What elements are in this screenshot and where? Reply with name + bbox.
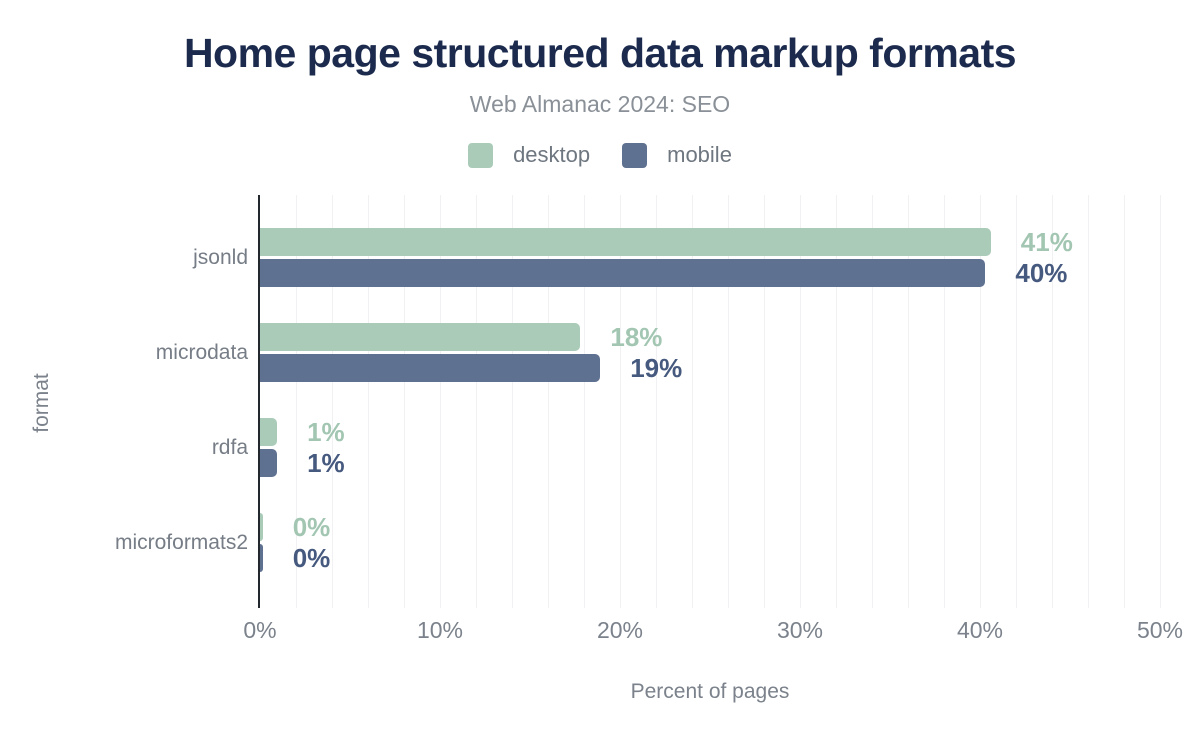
x-axis-label: Percent of pages	[630, 680, 790, 703]
gridline-34pct	[872, 195, 873, 608]
bar-mobile-jsonld	[260, 259, 986, 287]
gridline-26pct	[728, 195, 729, 608]
gridline-38pct	[944, 195, 945, 608]
x-tick-30%: 30%	[776, 617, 824, 643]
y-category-labels: jsonld microdata rdfa microformats2	[0, 195, 248, 608]
gridline-44pct	[1052, 195, 1053, 608]
gridline-36pct	[908, 195, 909, 608]
x-tick-10%: 10%	[416, 617, 464, 643]
legend-label-mobile: mobile	[667, 142, 732, 167]
x-tick-50%: 50%	[1136, 617, 1184, 643]
chart-title: Home page structured data markup formats	[183, 30, 1017, 76]
x-tick-0%: 0%	[243, 617, 277, 643]
value-label-mobile-jsonld: 40%	[1015, 258, 1068, 288]
category-label-jsonld: jsonld	[193, 246, 248, 269]
plot-area: 41% 40% 18% 19% 1% 1% 0% 0%	[260, 195, 1161, 608]
legend-item-mobile: mobile	[622, 142, 732, 168]
gridline-24pct	[692, 195, 693, 608]
gridline-50pct	[1160, 195, 1161, 608]
value-label-mobile-rdfa: 1%	[307, 448, 345, 478]
legend: desktop mobile	[0, 142, 1200, 168]
x-tick-20%: 20%	[596, 617, 644, 643]
value-label-desktop-microformats2: 0%	[292, 512, 331, 542]
bar-desktop-jsonld	[260, 228, 991, 256]
bar-mobile-microdata	[260, 354, 601, 382]
gridline-40pct	[980, 195, 981, 608]
legend-item-desktop: desktop	[468, 142, 590, 168]
value-label-desktop-rdfa: 1%	[307, 417, 345, 447]
category-label-rdfa: rdfa	[211, 436, 248, 459]
y-axis-label: format	[30, 373, 53, 433]
gridline-2pct	[296, 195, 297, 608]
gridline-18pct	[584, 195, 585, 608]
gridline-30pct	[800, 195, 801, 608]
legend-swatch-mobile	[622, 142, 648, 168]
gridline-14pct	[512, 195, 513, 608]
x-tick-40%: 40%	[956, 617, 1004, 643]
gridline-48pct	[1124, 195, 1125, 608]
gridline-46pct	[1088, 195, 1089, 608]
gridline-4pct	[332, 195, 333, 608]
gridline-22pct	[656, 195, 657, 608]
legend-swatch-desktop	[468, 142, 494, 168]
x-axis-ticks: 0% 10% 20% 30% 40% 50%	[0, 617, 1200, 647]
gridline-8pct	[404, 195, 405, 608]
gridline-20pct	[620, 195, 621, 608]
bar-desktop-rdfa	[260, 418, 278, 446]
value-label-desktop-microdata: 18%	[610, 322, 663, 352]
gridline-42pct	[1016, 195, 1017, 608]
y-axis-line	[258, 195, 260, 608]
gridline-16pct	[548, 195, 549, 608]
gridline-10pct	[440, 195, 441, 608]
value-label-desktop-jsonld: 41%	[1020, 227, 1073, 257]
bar-mobile-rdfa	[260, 449, 278, 477]
category-label-microdata: microdata	[155, 341, 248, 364]
bar-mobile-microformats2	[260, 544, 263, 572]
gridline-32pct	[836, 195, 837, 608]
gridline-6pct	[368, 195, 369, 608]
legend-label-desktop: desktop	[513, 142, 591, 167]
chart-subtitle: Web Almanac 2024: SEO	[469, 91, 731, 117]
value-label-mobile-microdata: 19%	[630, 353, 683, 383]
bar-desktop-microdata	[260, 323, 581, 351]
gridline-28pct	[764, 195, 765, 608]
gridline-12pct	[476, 195, 477, 608]
category-label-microformats2: microformats2	[114, 531, 248, 554]
value-label-mobile-microformats2: 0%	[292, 543, 331, 573]
bar-desktop-microformats2	[260, 513, 263, 541]
